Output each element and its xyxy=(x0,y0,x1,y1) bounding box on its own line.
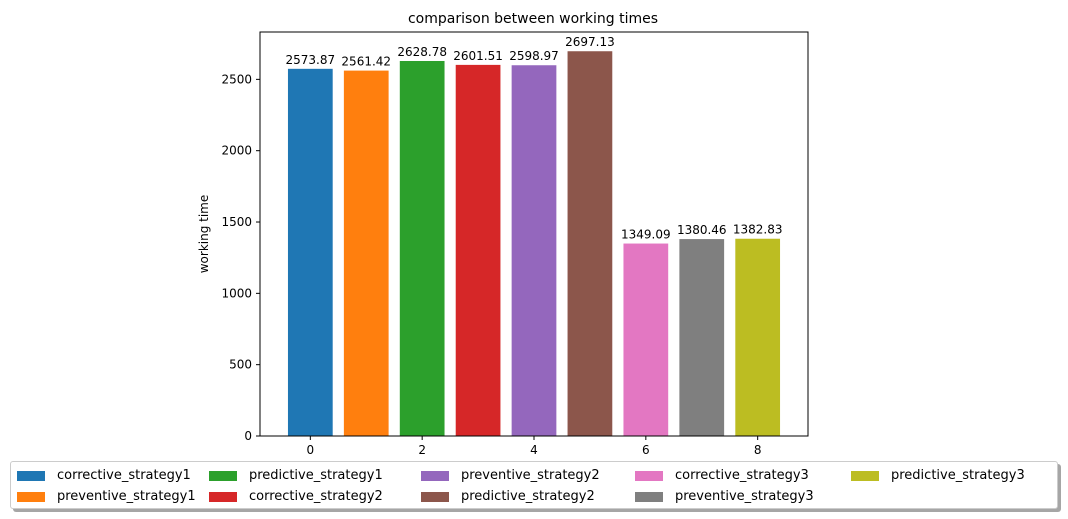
y-tick-label: 0 xyxy=(244,429,252,443)
bar-corrective_strategy1 xyxy=(287,68,333,436)
legend-swatch xyxy=(421,491,449,502)
y-tick-label: 500 xyxy=(229,358,252,372)
y-tick-label: 2000 xyxy=(221,144,252,158)
bar-value-label: 1380.46 xyxy=(677,223,727,237)
y-tick-label: 1500 xyxy=(221,215,252,229)
legend-item: preventive_strategy3 xyxy=(635,486,851,507)
x-tick-label: 8 xyxy=(754,443,762,457)
legend-swatch xyxy=(17,491,45,502)
legend-swatch xyxy=(209,470,237,481)
legend: corrective_strategy1 preventive_strategy1… xyxy=(10,461,1058,509)
bar-value-label: 1382.83 xyxy=(733,223,783,237)
legend-item: preventive_strategy1 xyxy=(17,486,209,507)
legend-label: preventive_strategy1 xyxy=(57,489,196,504)
bar-preventive_strategy1 xyxy=(343,70,389,437)
bars-group xyxy=(287,51,781,437)
y-tick-label: 1000 xyxy=(221,286,252,300)
bar-value-label: 2598.97 xyxy=(509,49,559,63)
x-axis: 0 2 4 6 8 xyxy=(307,436,762,457)
legend-label: preventive_strategy2 xyxy=(461,468,600,483)
legend-swatch xyxy=(635,491,663,502)
bar-corrective_strategy3 xyxy=(623,243,669,436)
legend-label: predictive_strategy2 xyxy=(461,489,595,504)
legend-swatch xyxy=(635,470,663,481)
legend-label: corrective_strategy2 xyxy=(249,489,383,504)
x-tick-label: 2 xyxy=(418,443,426,457)
legend-swatch xyxy=(17,470,45,481)
legend-label: predictive_strategy3 xyxy=(891,468,1025,483)
bar-value-label: 2697.13 xyxy=(565,35,615,49)
legend-label: corrective_strategy1 xyxy=(57,468,191,483)
legend-item: corrective_strategy3 xyxy=(635,465,851,486)
x-tick-label: 6 xyxy=(642,443,650,457)
x-tick-label: 0 xyxy=(307,443,315,457)
x-tick-label: 4 xyxy=(530,443,538,457)
y-axis: 0 500 1000 1500 2000 2500 xyxy=(221,72,260,443)
y-axis-label: working time xyxy=(197,195,211,274)
legend-swatch xyxy=(851,470,879,481)
bar-preventive_strategy2 xyxy=(511,65,557,436)
legend-item: preventive_strategy2 xyxy=(421,465,635,486)
bar-predictive_strategy3 xyxy=(735,238,781,436)
bar-corrective_strategy2 xyxy=(455,64,501,436)
legend-item: predictive_strategy2 xyxy=(421,486,635,507)
chart-title: comparison between working times xyxy=(408,11,658,27)
legend-item: corrective_strategy2 xyxy=(209,486,421,507)
bar-labels-group: 2573.87 2561.42 2628.78 2601.51 2598.97 2697.… xyxy=(286,35,783,241)
bar-value-label: 2573.87 xyxy=(286,53,336,67)
bar-predictive_strategy1 xyxy=(399,60,445,437)
legend-item: predictive_strategy1 xyxy=(209,465,421,486)
legend-label: preventive_strategy3 xyxy=(675,489,814,504)
legend-swatch xyxy=(421,470,449,481)
legend-swatch xyxy=(209,491,237,502)
bar-value-label: 1349.09 xyxy=(621,228,671,242)
legend-label: predictive_strategy1 xyxy=(249,468,383,483)
bar-value-label: 2601.51 xyxy=(453,49,503,63)
bar-value-label: 2561.42 xyxy=(341,55,391,69)
bar-predictive_strategy2 xyxy=(567,51,613,436)
legend-item: predictive_strategy3 xyxy=(851,465,1039,486)
bar-value-label: 2628.78 xyxy=(397,45,447,59)
legend-item: corrective_strategy1 xyxy=(17,465,209,486)
legend-label: corrective_strategy3 xyxy=(675,468,809,483)
y-tick-label: 2500 xyxy=(221,72,252,86)
bar-preventive_strategy3 xyxy=(679,239,725,436)
